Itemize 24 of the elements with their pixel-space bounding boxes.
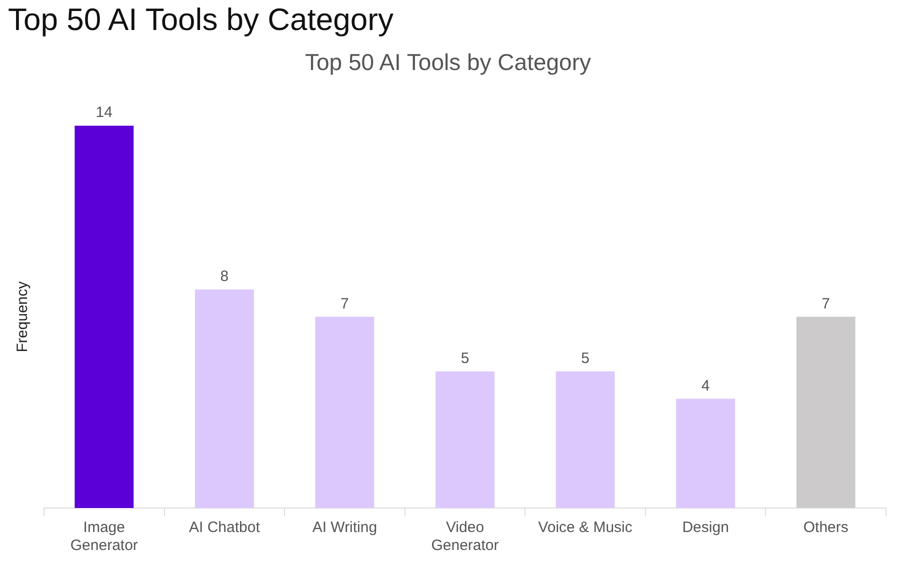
bar — [436, 371, 494, 508]
x-tick-label: AI Chatbot — [188, 519, 261, 536]
data-label: 14 — [96, 104, 112, 122]
data-label: 8 — [220, 268, 229, 286]
bar — [315, 316, 374, 508]
data-label: 4 — [701, 377, 710, 394]
data-label: 7 — [822, 295, 830, 312]
data-label: 7 — [340, 295, 349, 312]
x-tick-label: Image Generator — [70, 519, 138, 554]
y-axis-title: Frequency — [14, 280, 32, 352]
chart-subtitle: Top 50 AI Tools by Category — [305, 49, 592, 76]
bar — [194, 289, 254, 508]
x-tick-label: Video Generator — [431, 519, 499, 554]
bar — [676, 398, 736, 508]
chart-title: Top 50 AI Tools by Category — [8, 2, 394, 38]
x-tick-label: Voice & Music — [538, 519, 633, 536]
bar — [796, 316, 856, 508]
x-tick-label: Others — [803, 519, 848, 536]
x-tick-label: Design — [682, 519, 729, 536]
bar — [74, 126, 134, 508]
bar — [556, 371, 615, 508]
data-label: 5 — [581, 350, 590, 368]
x-tick-label: AI Writing — [312, 519, 378, 536]
data-label: 5 — [460, 350, 470, 368]
